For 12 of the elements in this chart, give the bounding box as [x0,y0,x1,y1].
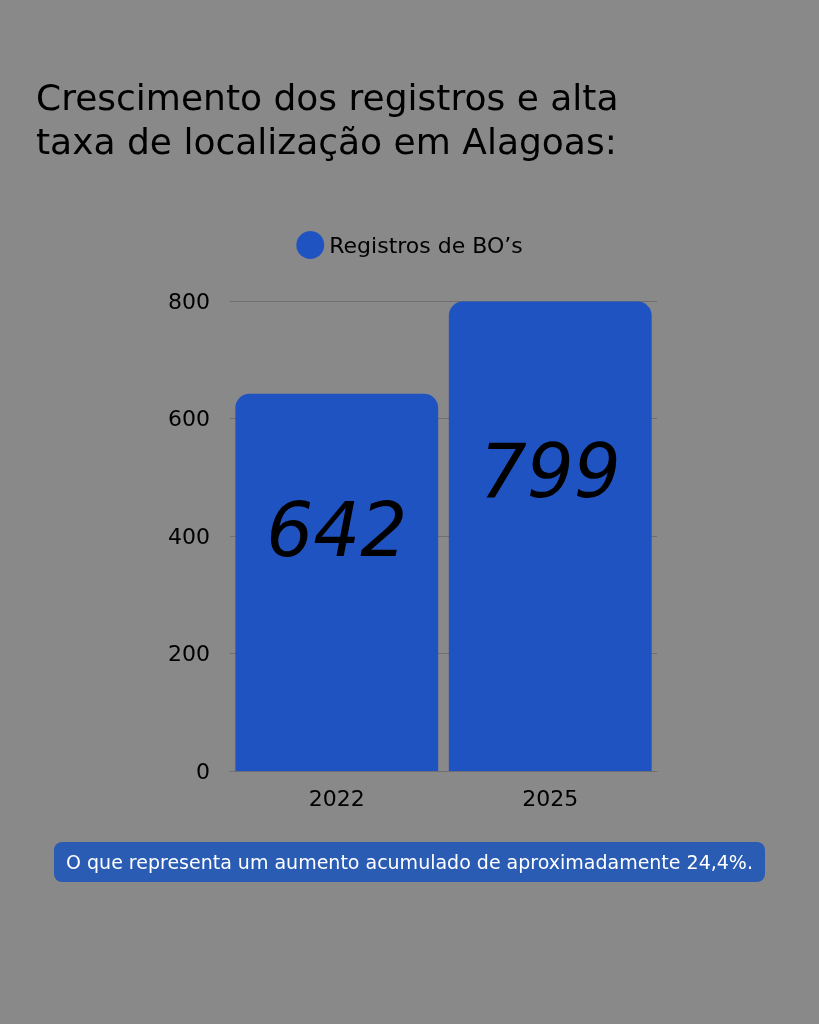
data-label: 642 [266,486,408,573]
x-tick-label: 2025 [522,785,579,811]
legend-label: Registros de BO’s [329,232,523,258]
y-tick-label: 400 [168,523,210,549]
y-tick-label: 600 [168,406,210,431]
chart-title: Crescimento dos registros e alta taxa de localização em Alagoas: [36,76,619,164]
y-tick-label: 800 [168,288,210,314]
y-tick-label: 200 [168,641,210,666]
data-label: 799 [479,427,621,514]
y-tick-label: 0 [196,758,210,784]
x-tick-label: 2022 [308,785,365,811]
text: O que representa um aumento acumulado de aproximadamente 24,4%. [54,842,765,882]
